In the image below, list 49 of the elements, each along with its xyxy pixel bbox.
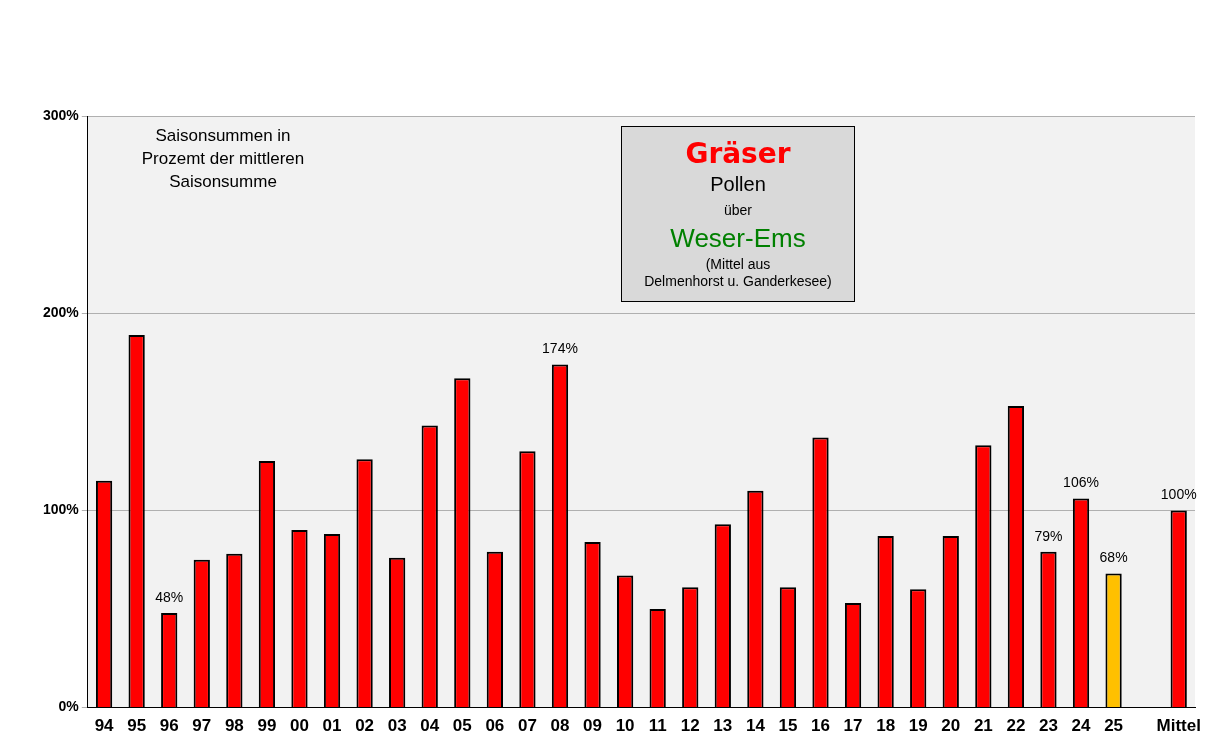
data-label: 48% <box>155 588 184 605</box>
x-tick-label: 24 <box>1071 716 1092 736</box>
annotation: Saisonsummen in Prozemt der mittleren Saisonsumme <box>140 125 306 193</box>
x-tick-label: 04 <box>420 716 440 736</box>
x-tick-label: 06 <box>485 716 505 736</box>
y-tick-label: 0% <box>58 698 80 715</box>
data-label: 68% <box>1099 549 1128 566</box>
x-tick-label: 01 <box>322 716 342 736</box>
x-tick-label: 21 <box>973 716 993 736</box>
data-label: 106% <box>1063 474 1099 491</box>
x-tick-label: 10 <box>615 716 635 736</box>
data-label: 100% <box>1160 486 1197 503</box>
x-tick-label: 98 <box>224 716 244 736</box>
x-tick-label: 15 <box>778 716 798 736</box>
x-tick-label: 12 <box>680 716 700 736</box>
x-tick-label: 17 <box>843 716 863 736</box>
x-tick-label: 03 <box>387 716 407 736</box>
x-tick-label: 99 <box>257 716 277 736</box>
x-tick-label: 14 <box>745 716 766 736</box>
x-tick-label: 95 <box>127 716 147 736</box>
x-tick-label: 23 <box>1039 716 1058 736</box>
x-tick-label: 08 <box>550 716 570 736</box>
x-tick-label: 02 <box>355 716 375 736</box>
x-tick-label: 96 <box>159 716 179 736</box>
annotation: Weser-Ems <box>669 222 807 254</box>
x-tick-label: 00 <box>290 716 309 736</box>
x-tick-label: 97 <box>192 716 212 736</box>
data-label: 79% <box>1034 527 1063 544</box>
x-tick-label: Mittel <box>1156 716 1201 736</box>
y-tick-label: 200% <box>42 304 80 321</box>
annotation: Pollen <box>709 172 767 196</box>
text: Gräser <box>684 137 792 170</box>
x-tick-label: 13 <box>713 716 733 736</box>
x-tick-label: 16 <box>811 716 830 736</box>
x-tick-label: 18 <box>876 716 896 736</box>
x-tick-label: 22 <box>1006 716 1026 736</box>
x-tick-label: 20 <box>941 716 961 736</box>
x-tick-label: 07 <box>517 716 537 736</box>
annotation: (Mittel aus Delmenhorst u. Ganderkesee) <box>643 255 833 290</box>
x-tick-label: 94 <box>94 716 115 736</box>
y-tick-label: 100% <box>42 501 80 518</box>
x-tick-label: 05 <box>452 716 472 736</box>
x-tick-label: 09 <box>583 716 603 736</box>
annotation: über <box>723 202 753 219</box>
y-tick-label: 300% <box>42 106 80 123</box>
x-tick-label: 11 <box>648 716 667 736</box>
x-tick-label: 25 <box>1104 716 1124 736</box>
data-label: 174% <box>542 340 578 357</box>
x-tick-label: 19 <box>908 716 928 736</box>
